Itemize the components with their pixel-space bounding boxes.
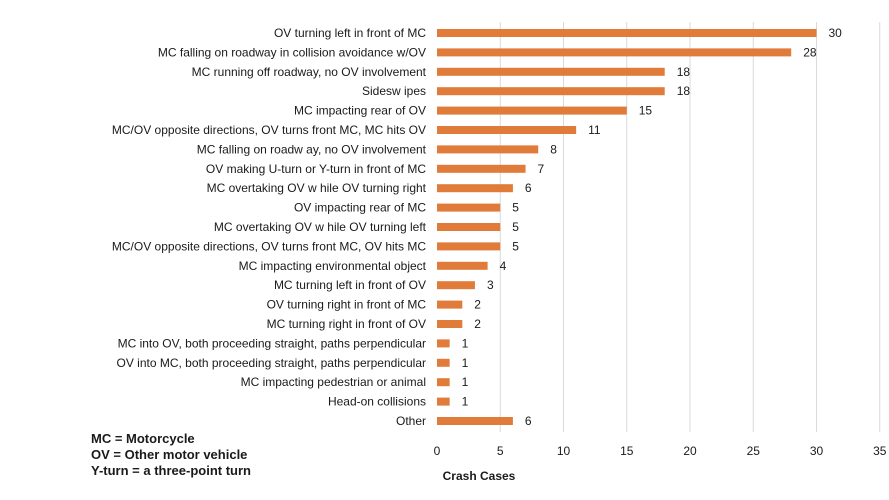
x-tick-labels: 0 5 10 15 20 25 30 35 [434,444,887,458]
category-label: Sidesw ipes [362,84,426,98]
category-label: MC impacting rear of OV [294,104,426,118]
bar [437,261,488,270]
x-tick-label: 5 [497,444,504,458]
x-axis-title: Crash Cases [443,469,516,483]
note-ov: OV = Other motor vehicle [91,447,248,462]
category-label: OV turning right in front of MC [267,298,427,312]
value-label: 7 [538,162,545,176]
bar [437,164,526,173]
value-label: 3 [487,278,494,292]
category-label: MC/OV opposite directions, OV turns fron… [112,123,426,137]
bar [437,29,817,37]
note-mc: MC = Motorcycle [91,431,195,446]
x-tick-label: 20 [683,444,697,458]
value-label: 1 [462,336,469,350]
bar [437,87,665,96]
x-tick-label: 35 [873,444,887,458]
value-label: 2 [474,317,481,331]
x-tick-label: 0 [434,444,441,458]
category-label: MC overtaking OV w hile OV turning right [207,181,427,195]
category-label: MC turning left in front of OV [274,278,426,292]
bar [437,417,513,425]
value-label: 2 [474,298,481,312]
category-label: OV turning left in front of MC [274,26,426,40]
bar [437,203,501,212]
x-tick-label: 15 [620,444,634,458]
category-label: Other [396,414,426,428]
bar [437,300,463,309]
category-label: MC falling on roadway in collision avoid… [158,45,426,59]
category-label: OV making U-turn or Y-turn in front of M… [206,162,426,176]
value-label: 6 [525,414,532,428]
bars [437,29,817,425]
bar [437,378,450,387]
category-label: MC overtaking OV w hile OV turning left [214,220,427,234]
bar [437,67,665,76]
bar [437,281,475,290]
category-labels: OV turning left in front of MC MC falling… [112,26,427,428]
value-label: 11 [588,123,601,137]
category-label: MC impacting pedestrian or animal [241,375,426,389]
category-label: MC impacting environmental object [239,259,427,273]
value-label: 1 [462,395,469,409]
value-label: 1 [462,375,469,389]
bar [437,358,450,367]
value-label: 8 [550,142,557,156]
value-label: 18 [677,65,691,79]
category-label: Head-on collisions [328,395,426,409]
value-label: 5 [512,220,519,234]
bar [437,242,501,251]
bar [437,106,627,115]
bar [437,339,450,348]
value-label: 30 [829,26,843,40]
x-tick-label: 25 [747,444,761,458]
category-label: MC into OV, both proceeding straight, pa… [118,336,426,350]
bar [437,184,513,193]
category-label: MC running off roadway, no OV involvemen… [192,65,427,79]
value-label: 1 [462,356,469,370]
bar [437,145,539,154]
x-tick-label: 30 [810,444,824,458]
x-tick-label: 10 [557,444,571,458]
category-label: OV into MC, both proceeding straight, pa… [116,356,426,370]
value-label: 15 [639,104,653,118]
category-label: MC/OV opposite directions, OV turns fron… [112,239,426,253]
category-label: OV impacting rear of MC [294,201,426,215]
category-label: MC falling on roadw ay, no OV involvemen… [197,142,427,156]
value-label: 5 [512,239,519,253]
value-label: 18 [677,84,691,98]
bar [437,126,577,134]
bar [437,48,792,57]
category-label: MC turning right in front of OV [267,317,426,331]
value-label: 6 [525,181,532,195]
bar [437,397,450,406]
bar [437,320,463,328]
value-label: 28 [803,45,817,59]
bar [437,223,501,231]
note-yturn: Y-turn = a three-point turn [91,463,251,478]
value-label: 5 [512,201,519,215]
value-label: 4 [500,259,507,273]
